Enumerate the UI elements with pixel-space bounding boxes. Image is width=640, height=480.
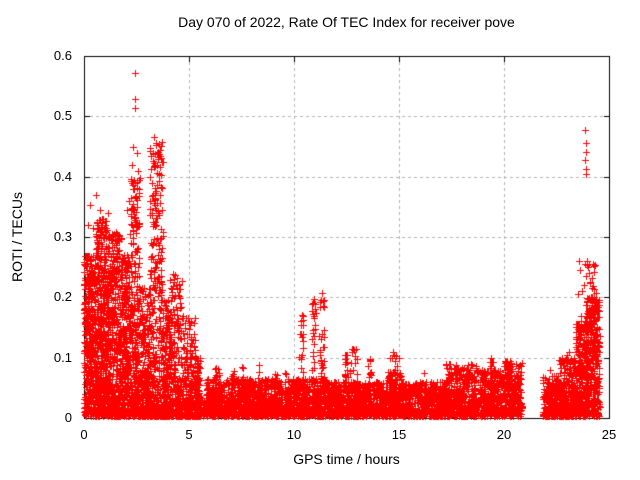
y-tick-label: 0.5 — [53, 108, 72, 124]
x-tick-label: 10 — [286, 427, 302, 442]
y-tick-label: 0.3 — [53, 229, 72, 244]
x-tick-label: 5 — [185, 427, 193, 442]
y-tick-label: 0 — [64, 410, 72, 425]
chart-title: Day 070 of 2022, Rate Of TEC Index for r… — [178, 14, 515, 30]
y-tick-label: 0.4 — [53, 168, 72, 184]
x-tick-label: 15 — [391, 427, 407, 442]
x-tick-label: 20 — [496, 427, 512, 442]
x-axis-title: GPS time / hours — [293, 451, 400, 467]
y-tick-label: 0.1 — [53, 349, 72, 365]
x-tick-label: 0 — [80, 427, 88, 442]
y-tick-label: 0.6 — [53, 48, 72, 63]
y-tick-label: 0.2 — [53, 289, 72, 305]
x-tick-label: 25 — [601, 427, 617, 442]
